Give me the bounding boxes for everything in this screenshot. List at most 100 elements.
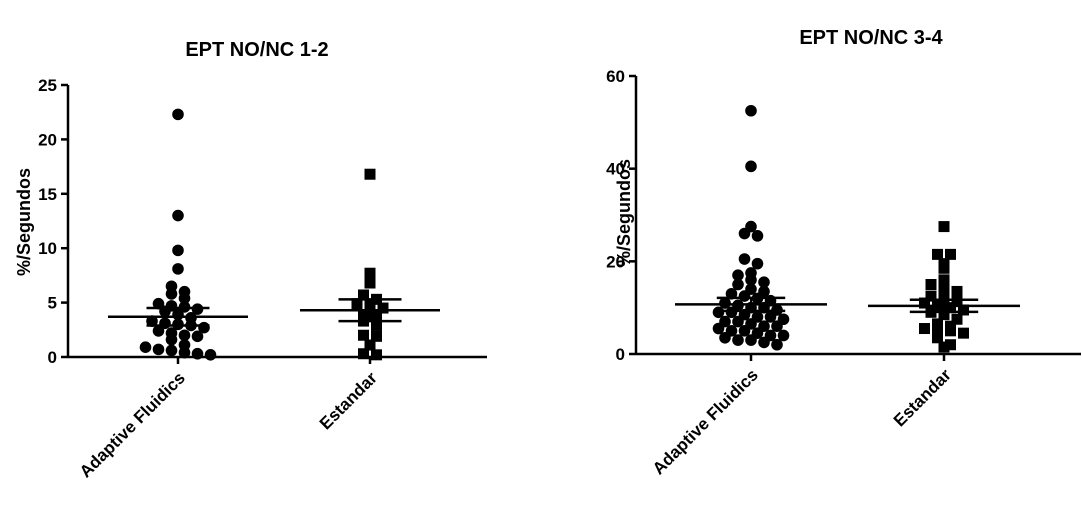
y-tick-label: 60	[606, 67, 625, 86]
data-point-circle	[751, 257, 764, 270]
data-point-square	[938, 274, 950, 286]
y-axis-label: %/Segundos	[14, 168, 34, 276]
data-point-circle	[172, 209, 184, 222]
data-point-circle	[758, 336, 770, 349]
data-point-circle	[745, 104, 757, 117]
data-point-circle	[152, 297, 165, 310]
data-point-circle	[152, 325, 165, 337]
y-tick-label: 25	[38, 76, 57, 95]
data-point-circle	[725, 306, 738, 319]
data-point-circle	[712, 322, 725, 335]
data-point-square	[945, 248, 956, 260]
data-point-square	[364, 339, 376, 351]
y-tick-label: 0	[48, 348, 57, 367]
chart-ept-1-2: EPT NO/NC 1-2 %/Segundos 0 5 10 15 20 25 Adaptiv…	[14, 39, 487, 481]
data-point-square	[358, 289, 369, 301]
data-point-square	[951, 285, 963, 297]
data-point-circle	[758, 276, 770, 288]
chart-title: EPT NO/NC 1-2	[185, 39, 328, 61]
data-point-square	[358, 329, 369, 341]
data-point-circle	[178, 346, 191, 359]
chart-title: EPT NO/NC 3-4	[799, 27, 943, 49]
data-point-circle	[172, 244, 184, 257]
data-point-circle	[165, 344, 178, 357]
y-tick-label: 40	[606, 160, 625, 179]
data-point-square	[371, 330, 382, 342]
data-point-circle	[165, 333, 178, 346]
data-point-square	[364, 168, 376, 180]
data-point-circle	[732, 278, 744, 291]
data-point-square	[938, 341, 950, 353]
data-point-circle	[745, 334, 757, 346]
data-point-square	[945, 325, 956, 337]
data-point-circle	[745, 160, 757, 173]
data-point-square	[932, 248, 943, 260]
y-tick-label: 20	[38, 130, 57, 149]
chart-panel-ept-1-2: EPT NO/NC 1-2 %/Segundos 0 5 10 15 20 25 Adaptiv…	[14, 39, 487, 481]
data-point-circle	[764, 311, 777, 323]
data-point-circle	[172, 108, 184, 121]
y-axis-label: %/Segundos	[614, 159, 634, 267]
data-point-square	[945, 302, 956, 314]
data-point-circle	[139, 341, 152, 354]
data-point-circle	[738, 227, 751, 240]
data-point-circle	[165, 288, 178, 300]
data-point-square	[925, 279, 937, 290]
data-point-square	[358, 348, 369, 360]
data-point-circle	[732, 269, 744, 282]
data-point-square	[371, 319, 382, 331]
data-point-circle	[204, 349, 217, 361]
data-point-circle	[178, 292, 191, 305]
data-point-square	[371, 311, 382, 323]
data-point-square	[938, 221, 950, 233]
data-point-circle	[191, 347, 204, 360]
data-point-square	[351, 298, 363, 310]
x-tick-label: Estandar	[316, 368, 381, 433]
data-point-circle	[732, 315, 744, 328]
data-point-square	[925, 290, 937, 302]
data-point-square	[919, 297, 930, 309]
data-point-square	[945, 339, 956, 351]
y-tick-label: 15	[38, 185, 57, 204]
data-point-square	[377, 302, 389, 314]
data-point-square	[938, 309, 950, 321]
data-point-square	[958, 327, 969, 339]
x-tick-label: Estandar	[890, 365, 955, 430]
data-point-circle	[738, 325, 751, 337]
data-point-square	[919, 323, 930, 335]
data-point-square	[932, 318, 943, 330]
y-tick-label: 0	[616, 345, 625, 364]
y-tick-label: 10	[38, 239, 57, 258]
data-point-circle	[725, 287, 738, 300]
data-point-circle	[738, 253, 751, 265]
data-point-circle	[191, 330, 204, 343]
data-point-circle	[178, 329, 191, 342]
y-tick-label: 5	[48, 294, 57, 313]
data-point-circle	[745, 274, 757, 286]
data-point-circle	[719, 297, 731, 309]
data-point-square	[938, 283, 950, 295]
y-tick-label: 20	[606, 252, 625, 271]
data-point-square	[371, 349, 382, 361]
data-point-circle	[146, 315, 158, 327]
data-point-square	[958, 304, 969, 316]
chart-ept-3-4: EPT NO/NC 3-4 %/Segundos 0 20 40 60 Adaptive F…	[606, 27, 1081, 478]
data-point-square	[938, 262, 950, 274]
data-point-square	[938, 292, 950, 304]
data-point-square	[951, 313, 963, 325]
chart-panel-ept-3-4: EPT NO/NC 3-4 %/Segundos 0 20 40 60 Adaptive F…	[541, 0, 1082, 508]
data-point-square	[364, 267, 376, 279]
data-point-circle	[777, 329, 790, 342]
data-point-square	[364, 277, 376, 289]
data-point-circle	[771, 338, 783, 351]
data-point-circle	[172, 263, 184, 275]
data-point-circle	[771, 320, 783, 333]
data-point-circle	[719, 331, 731, 344]
data-point-circle	[751, 230, 764, 242]
data-point-square	[358, 309, 369, 321]
x-tick-label: Adaptive Fluidics	[649, 365, 762, 478]
data-point-circle	[152, 343, 165, 356]
data-point-square	[932, 332, 943, 344]
x-tick-label: Adaptive Fluidics	[76, 368, 189, 481]
data-point-circle	[712, 306, 725, 319]
